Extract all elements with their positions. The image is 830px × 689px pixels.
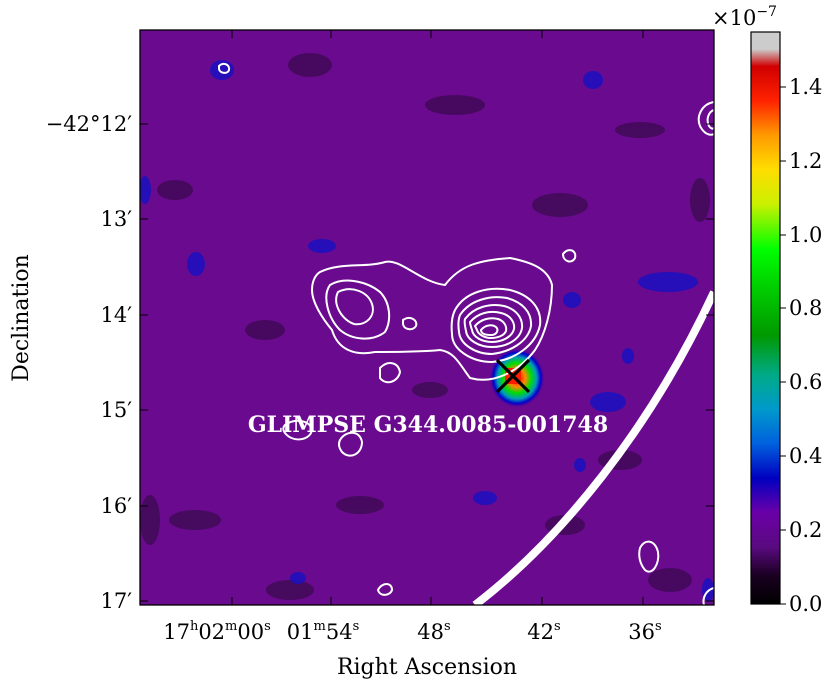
contour-outer (310, 256, 554, 381)
contour-blob-b (379, 362, 402, 384)
contour-blob-c (561, 249, 577, 263)
contour-east-4 (463, 304, 524, 349)
dec-tick-labels: −42°12′ 13′ 14′ 15′ 16′ 17′ (46, 112, 133, 613)
ra-label-3: 48s (417, 619, 450, 644)
dec-label-6: 17′ (101, 589, 133, 613)
dec-label-1: −42°12′ (46, 112, 133, 136)
dec-label-2: 13′ (101, 207, 133, 231)
x-axis-title: Right Ascension (337, 655, 517, 680)
radio-contours (218, 62, 714, 605)
ra-label-1: 17h02m00s (163, 619, 271, 644)
cb-tick-2: 0.4 (789, 444, 822, 468)
contour-blob-top (218, 62, 231, 74)
contour-west-3 (335, 288, 374, 326)
cb-tick-7: 1.4 (789, 75, 822, 99)
map-background (140, 30, 714, 605)
dec-label-5: 16′ (101, 494, 133, 518)
y-axis-title: Declination (9, 254, 34, 382)
dec-tick-marks (140, 123, 714, 602)
contour-blob-e (337, 431, 364, 457)
intensity-map: GLIMPSE G344.0085-001748 (140, 30, 714, 605)
contour-edge-se (702, 587, 714, 605)
contour-edge-ne-outer (697, 101, 714, 136)
ra-tick-labels: 17h02m00s 01m54s 48s 42s 36s (163, 619, 661, 644)
contour-blob-f (638, 540, 660, 573)
contour-east-7 (479, 324, 499, 337)
dec-label-4: 15′ (101, 398, 133, 422)
contour-east-5 (468, 310, 516, 344)
ra-label-2: 01m54s (287, 619, 359, 644)
beam-arc (472, 290, 714, 605)
contour-blob-d (282, 419, 314, 441)
colorbar-tick-labels: 0.0 0.2 0.4 0.6 0.8 1.0 1.2 1.4 (789, 75, 822, 616)
plot-frame (139, 29, 715, 606)
colorbar-multiplier: ×10−7 (712, 4, 777, 30)
contour-blob-g (376, 583, 394, 596)
ra-tick-marks (231, 30, 644, 605)
contour-east-2 (450, 287, 542, 364)
colorbar-tick-marks (780, 86, 786, 605)
contour-east-3 (457, 296, 533, 356)
cb-tick-0: 0.0 (789, 592, 822, 616)
colorbar-gradient (750, 31, 781, 605)
contour-west-2 (325, 279, 391, 340)
cb-tick-1: 0.2 (789, 518, 822, 542)
noise-dark-patches (140, 53, 710, 600)
cb-tick-5: 1.0 (789, 223, 822, 247)
colorbar: 0.0 0.2 0.4 0.6 0.8 1.0 1.2 1.4 ×10−7 (712, 4, 822, 616)
noise-blue-patches (140, 60, 714, 602)
cb-tick-4: 0.8 (789, 296, 822, 320)
source-label: GLIMPSE G344.0085-001748 (248, 412, 608, 438)
contour-edge-ne-inner (706, 109, 714, 130)
ra-label-4: 42s (527, 619, 560, 644)
ra-label-5: 36s (628, 619, 661, 644)
source-marker-x (495, 358, 531, 394)
cb-tick-6: 1.2 (789, 149, 822, 173)
dec-label-3: 14′ (101, 303, 133, 327)
contour-east-6 (473, 317, 508, 340)
contour-blob-a (402, 316, 418, 331)
cb-tick-3: 0.6 (789, 370, 822, 394)
